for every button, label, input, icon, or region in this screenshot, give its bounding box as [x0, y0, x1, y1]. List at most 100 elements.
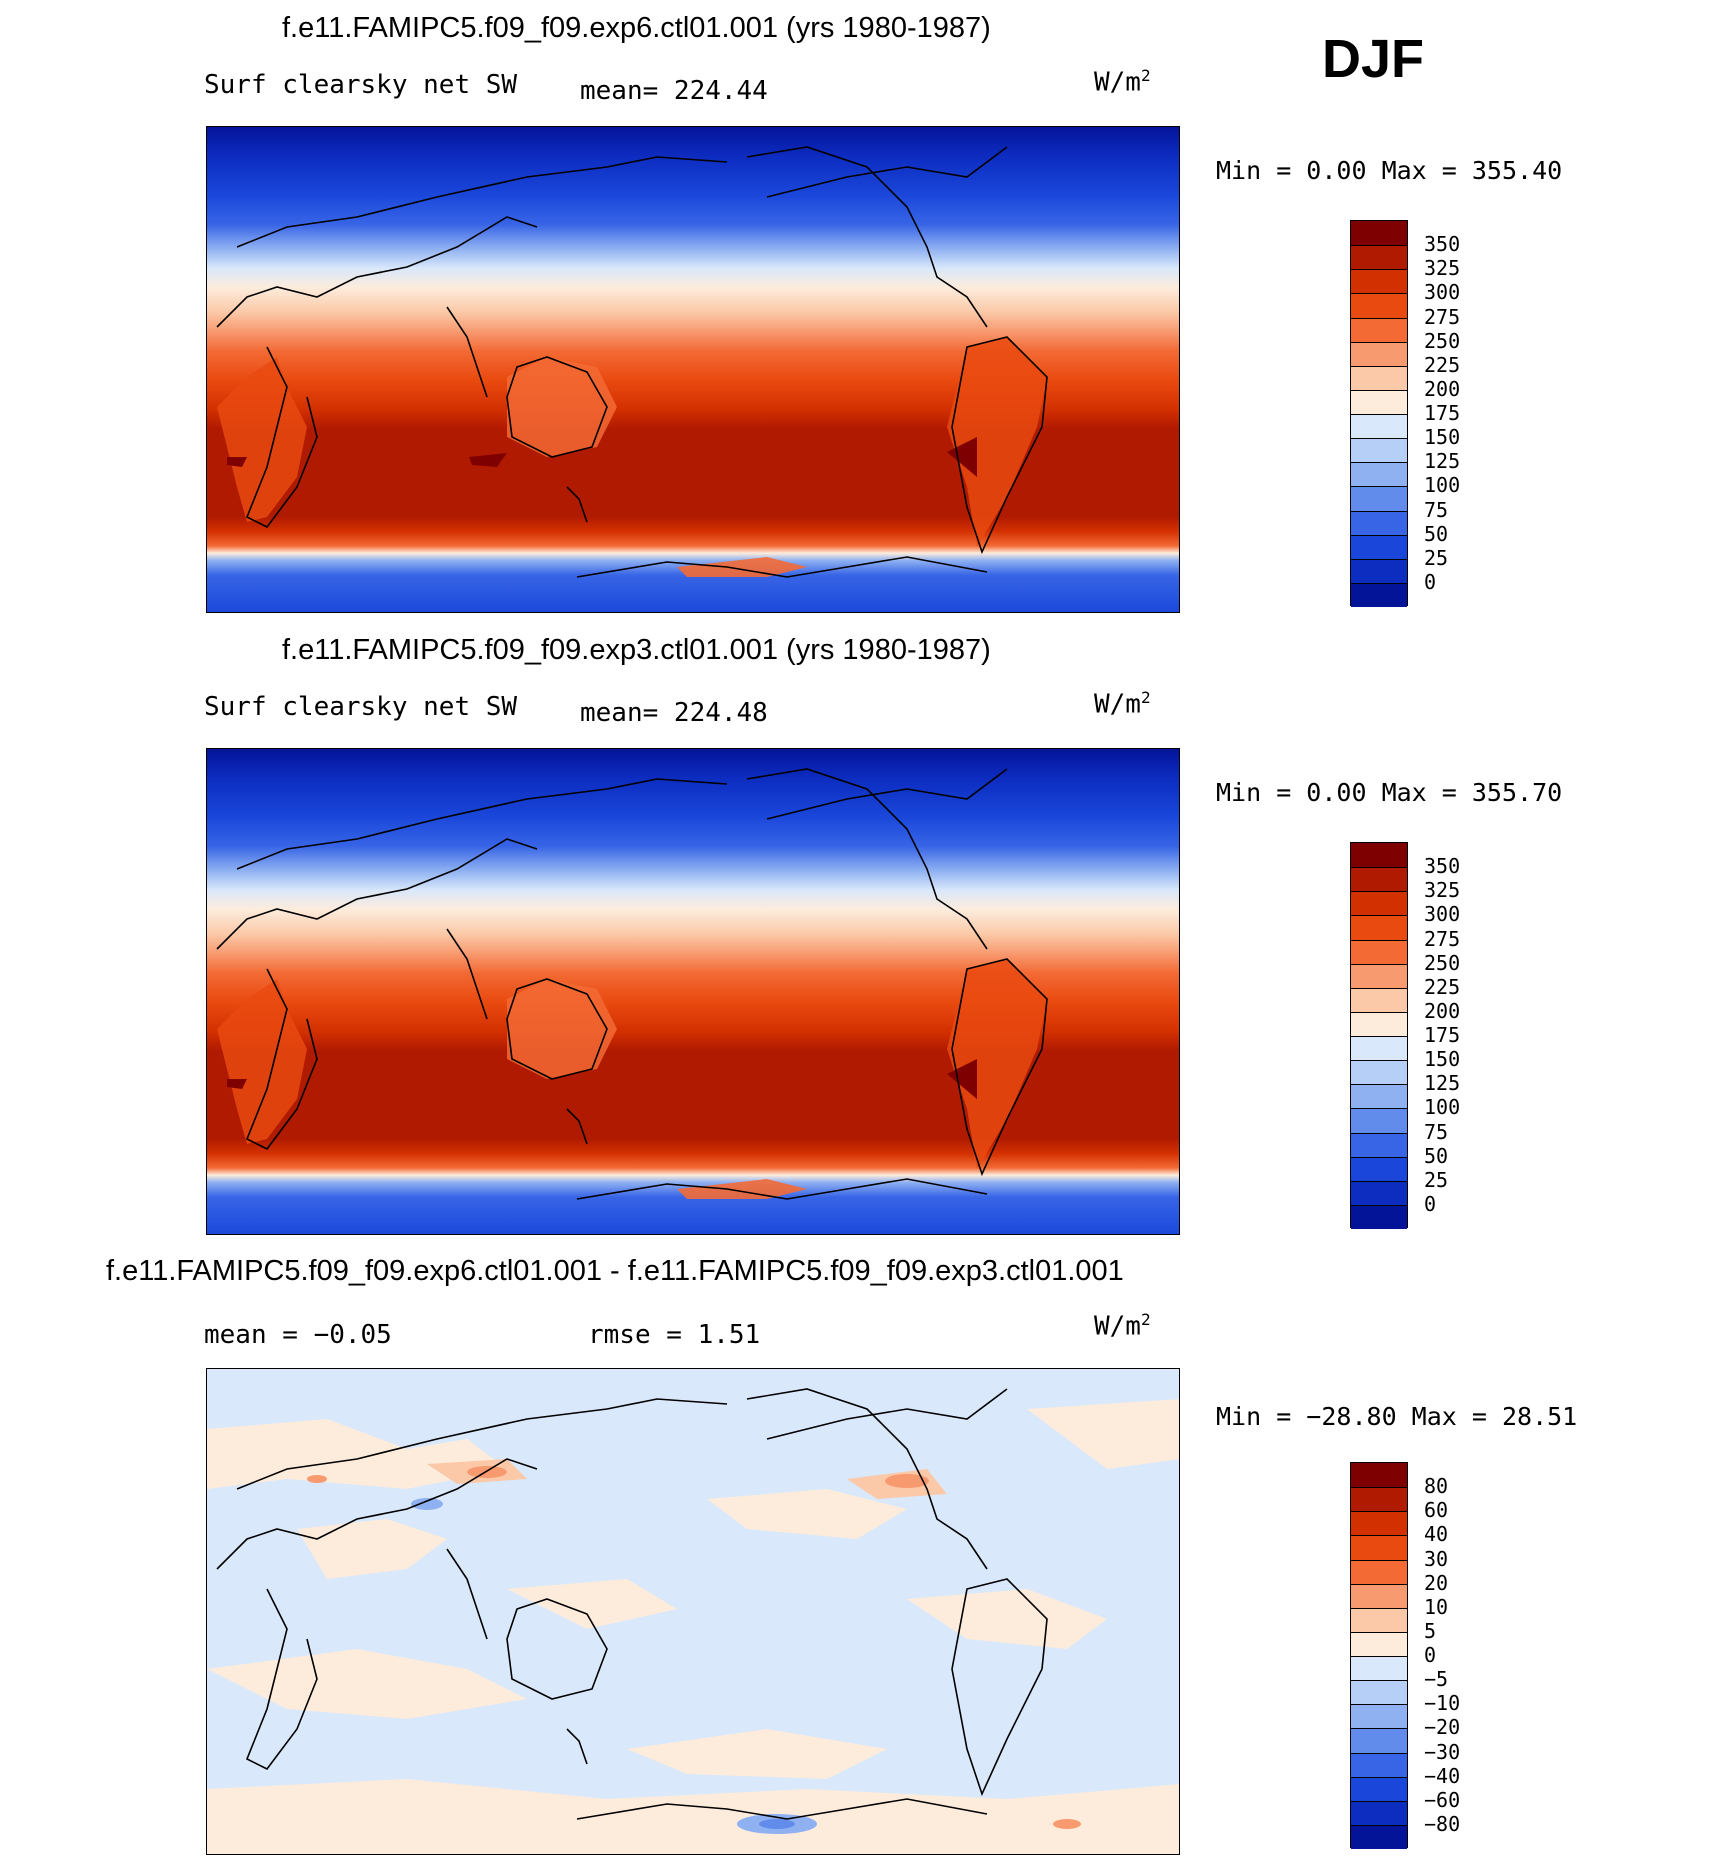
- colorbar-tick-label: −40: [1424, 1763, 1461, 1788]
- colorbar-segment: [1351, 534, 1407, 559]
- colorbar-tick-label: 125: [1424, 449, 1461, 474]
- panel2-variable: Surf clearsky net SW: [204, 692, 518, 722]
- panel3-colorbar: [1350, 1462, 1408, 1849]
- colorbar-tick-label: 0: [1424, 569, 1437, 594]
- colorbar-tick-label: 300: [1424, 280, 1461, 305]
- panel1-variable: Surf clearsky net SW: [204, 70, 518, 100]
- panel2-unit: W/m2: [1094, 688, 1151, 720]
- colorbar-tick-label: 350: [1424, 854, 1461, 879]
- colorbar-tick-label: 75: [1424, 1119, 1449, 1144]
- colorbar-segment: [1351, 1084, 1407, 1109]
- colorbar-segment: [1351, 389, 1407, 414]
- panel1-map: [206, 126, 1180, 613]
- colorbar-tick-label: 100: [1424, 473, 1461, 498]
- colorbar-tick-label: 125: [1424, 1071, 1461, 1096]
- colorbar-segment: [1351, 1180, 1407, 1205]
- panel2-map: [206, 748, 1180, 1235]
- colorbar-segment: [1351, 1036, 1407, 1061]
- colorbar-segment: [1351, 1463, 1407, 1488]
- colorbar-tick-label: 40: [1424, 1522, 1449, 1547]
- colorbar-segment: [1351, 1535, 1407, 1560]
- colorbar-segment: [1351, 317, 1407, 342]
- colorbar-segment: [1351, 558, 1407, 583]
- colorbar-segment: [1351, 891, 1407, 916]
- colorbar-segment: [1351, 1487, 1407, 1512]
- colorbar-segment: [1351, 867, 1407, 892]
- colorbar-segment: [1351, 1728, 1407, 1753]
- colorbar-tick-label: −60: [1424, 1787, 1461, 1812]
- colorbar-segment: [1351, 987, 1407, 1012]
- colorbar-tick-label: 10: [1424, 1594, 1449, 1619]
- colorbar-segment: [1351, 1776, 1407, 1801]
- colorbar-tick-label: −20: [1424, 1715, 1461, 1740]
- colorbar-segment: [1351, 293, 1407, 318]
- panel3-contour-field: [207, 1369, 1179, 1854]
- panel1-minmax: Min = 0.00 Max = 355.40: [1216, 156, 1563, 185]
- colorbar-segment: [1351, 1156, 1407, 1181]
- colorbar-segment: [1351, 1559, 1407, 1584]
- colorbar-segment: [1351, 269, 1407, 294]
- colorbar-segment: [1351, 1800, 1407, 1825]
- colorbar-tick-label: −80: [1424, 1811, 1461, 1836]
- colorbar-segment: [1351, 1132, 1407, 1157]
- panel2-mean: mean= 224.48: [580, 698, 768, 728]
- panel1-title: f.e11.FAMIPC5.f09_f09.exp6.ctl01.001 (yr…: [282, 12, 991, 44]
- colorbar-tick-label: 0: [1424, 1643, 1437, 1667]
- colorbar-segment: [1351, 582, 1407, 607]
- colorbar-segment: [1351, 1108, 1407, 1133]
- colorbar-tick-label: 300: [1424, 902, 1461, 927]
- colorbar-tick-label: 75: [1424, 497, 1449, 522]
- colorbar-segment: [1351, 1704, 1407, 1729]
- colorbar-segment: [1351, 963, 1407, 988]
- colorbar-segment: [1351, 245, 1407, 270]
- panel1-mean: mean= 224.44: [580, 76, 768, 106]
- panel3-mean: mean = −0.05: [204, 1320, 392, 1350]
- panel1-contour-field: [207, 127, 1179, 612]
- panel3-unit: W/m2: [1094, 1310, 1151, 1342]
- colorbar-segment: [1351, 1607, 1407, 1632]
- colorbar-tick-label: 350: [1424, 232, 1461, 257]
- colorbar-tick-label: 175: [1424, 1023, 1461, 1047]
- colorbar-segment: [1351, 510, 1407, 535]
- colorbar-segment: [1351, 1011, 1407, 1036]
- colorbar-tick-label: 25: [1424, 1167, 1449, 1192]
- colorbar-tick-label: 325: [1424, 878, 1461, 903]
- panel2-contour-field: [207, 749, 1179, 1234]
- colorbar-tick-label: 250: [1424, 950, 1461, 975]
- colorbar-segment: [1351, 1511, 1407, 1536]
- colorbar-segment: [1351, 365, 1407, 390]
- colorbar-tick-label: 325: [1424, 256, 1461, 281]
- colorbar-segment: [1351, 939, 1407, 964]
- panel2-coastlines: [216, 768, 1048, 1200]
- colorbar-segment: [1351, 915, 1407, 940]
- colorbar-segment: [1351, 1583, 1407, 1608]
- panel1-unit: W/m2: [1094, 66, 1151, 98]
- colorbar-tick-label: 60: [1424, 1498, 1449, 1523]
- colorbar-tick-label: 80: [1424, 1474, 1449, 1499]
- panel1-colorbar: [1350, 220, 1408, 607]
- colorbar-tick-label: 50: [1424, 521, 1449, 546]
- panel3-rmse: rmse = 1.51: [588, 1320, 761, 1350]
- colorbar-tick-label: 25: [1424, 545, 1449, 570]
- colorbar-tick-label: 50: [1424, 1143, 1449, 1168]
- colorbar-segment: [1351, 221, 1407, 246]
- colorbar-segment: [1351, 414, 1407, 439]
- colorbar-segment: [1351, 1060, 1407, 1085]
- colorbar-tick-label: 175: [1424, 401, 1461, 425]
- panel3-coastlines: [216, 1388, 1048, 1820]
- panel3-map: [206, 1368, 1180, 1855]
- colorbar-segment: [1351, 843, 1407, 868]
- colorbar-segment: [1351, 486, 1407, 511]
- colorbar-tick-label: −5: [1424, 1667, 1449, 1692]
- colorbar-tick-label: 20: [1424, 1570, 1449, 1595]
- colorbar-tick-label: 275: [1424, 304, 1461, 329]
- panel2-title: f.e11.FAMIPC5.f09_f09.exp3.ctl01.001 (yr…: [282, 634, 991, 666]
- colorbar-tick-label: 150: [1424, 1047, 1461, 1072]
- panel1-coastlines: [216, 146, 1048, 578]
- colorbar-tick-label: 250: [1424, 328, 1461, 353]
- colorbar-tick-label: −30: [1424, 1739, 1461, 1764]
- colorbar-segment: [1351, 1680, 1407, 1705]
- panel2-minmax: Min = 0.00 Max = 355.70: [1216, 778, 1563, 807]
- colorbar-tick-label: 5: [1424, 1618, 1437, 1643]
- colorbar-segment: [1351, 438, 1407, 463]
